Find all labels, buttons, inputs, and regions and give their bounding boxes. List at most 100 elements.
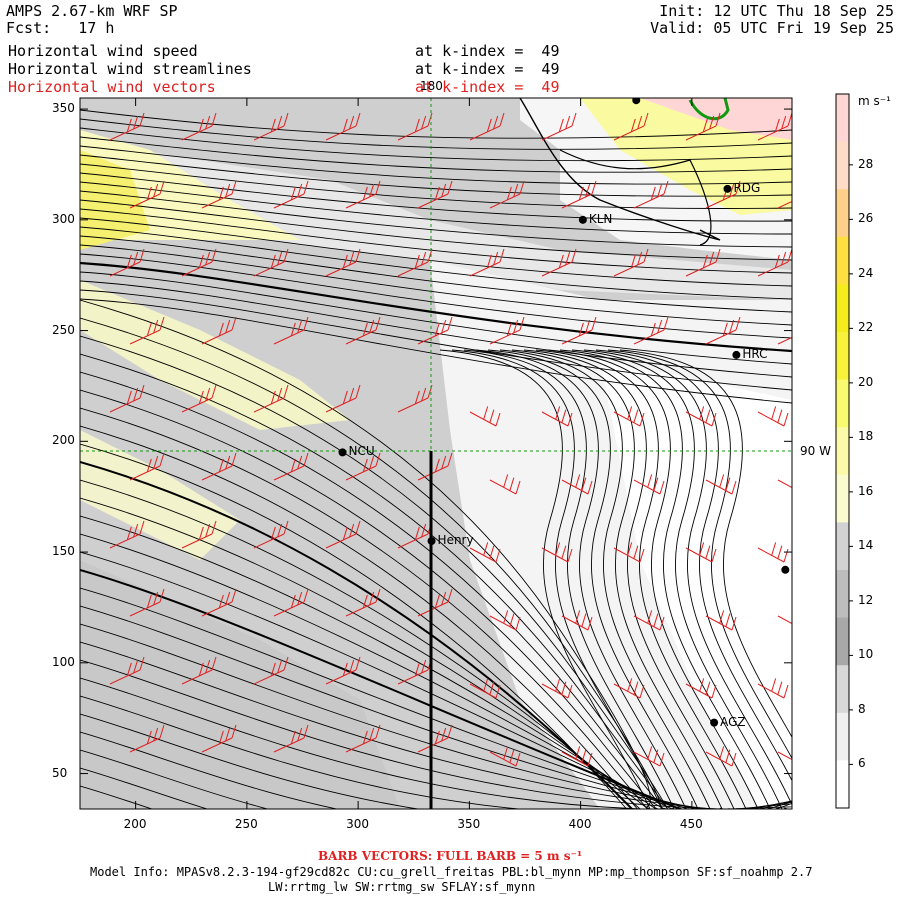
colorbar-label: 22: [858, 320, 874, 335]
wind-barb: [129, 588, 165, 617]
wind-barb: [633, 316, 669, 345]
wind-barb: [181, 248, 217, 277]
wind-barb: [705, 316, 741, 345]
colorbar-unit: m s⁻¹: [858, 94, 891, 108]
station-dot: [710, 718, 719, 727]
streamline: [80, 136, 792, 173]
wind-speed-shading: [80, 98, 792, 809]
wind-barb: [613, 406, 645, 427]
wind-barb: [705, 610, 737, 631]
wind-barb: [109, 520, 145, 549]
wind-barb: [613, 678, 645, 699]
streamline: [80, 280, 792, 378]
barb-note: BARB VECTORS: FULL BARB = 5 m s⁻¹: [318, 849, 583, 863]
streamline: [80, 407, 699, 809]
model-info-line1: Model Info: MPASv8.2.3-194-gf29cd82c CU:…: [90, 865, 813, 879]
colorbar-swatch: [836, 189, 849, 238]
wind-barb: [633, 180, 669, 209]
station-markers: [338, 98, 790, 727]
wind-barb: [273, 588, 309, 617]
wind-barb: [613, 112, 649, 141]
colorbar-swatch: [836, 522, 849, 571]
wind-barb: [541, 248, 577, 277]
streamline: [547, 349, 759, 809]
wind-barb: [345, 452, 381, 481]
wind-barb: [757, 542, 789, 563]
wind-barb: [489, 610, 521, 631]
streamline: [80, 181, 792, 235]
streamline: [80, 298, 792, 404]
streamline: [80, 299, 651, 809]
streamline: [607, 349, 792, 760]
colorbar-label: 24: [858, 265, 874, 280]
station-dot: [732, 350, 741, 359]
colorbar-swatch: [836, 284, 849, 333]
parallel-label: 90 W: [800, 444, 831, 458]
wind-barb: [561, 610, 593, 631]
wind-barb: [705, 746, 737, 767]
model-title: AMPS 2.67-km WRF SP: [6, 2, 178, 20]
field-level-streamlines: at k-index = 49: [415, 60, 560, 78]
coastline: [559, 149, 712, 246]
y-tick-label: 50: [52, 765, 68, 780]
wind-barb: [685, 112, 721, 141]
streamline: [80, 190, 792, 248]
streamline: [80, 389, 691, 809]
streamline: [80, 208, 792, 274]
station-dot: [632, 98, 641, 105]
wind-barb: [417, 452, 453, 481]
streamline: [80, 244, 792, 326]
colorbar-swatch: [836, 332, 849, 381]
wind-barb: [325, 656, 361, 685]
colorbar-label: 14: [858, 538, 874, 553]
wind-barb: [181, 520, 217, 549]
wind-barb: [325, 384, 361, 413]
field-name-speed: Horizontal wind speed: [8, 42, 198, 60]
wind-barb: [129, 452, 165, 481]
wind-barb: [109, 384, 145, 413]
station-label: Henry: [437, 532, 474, 547]
colorbar: [835, 93, 853, 809]
x-tick-label: 450: [679, 817, 703, 831]
wind-barb: [541, 678, 573, 699]
wind-barb: [397, 248, 433, 277]
wind-barb: [109, 656, 145, 685]
wind-barb: [417, 588, 453, 617]
streamline: [451, 349, 663, 809]
streamline: [439, 349, 651, 809]
streamline: [80, 695, 792, 809]
shade-light-band: [80, 140, 792, 300]
wind-barb: [273, 452, 309, 481]
wind-barb: [561, 316, 597, 345]
wind-barb: [201, 180, 237, 209]
y-tick-label: 300: [52, 211, 75, 226]
model-info-line2: LW:rrtmg_lw SW:rrtmg_sw SFLAY:sf_mynn: [268, 880, 536, 894]
y-tick-label: 250: [52, 322, 75, 337]
streamline: [523, 349, 735, 809]
station-label: NCU: [348, 444, 375, 459]
colorbar-label: 26: [858, 211, 874, 226]
wind-barb: [633, 474, 665, 495]
streamline: [559, 349, 771, 809]
shade-yellow-low: [80, 430, 240, 560]
colorbar-label: 20: [858, 374, 874, 389]
streamline: [595, 349, 792, 782]
wind-barb: [345, 588, 381, 617]
shade-right-calm: [600, 360, 792, 809]
wind-barb: [541, 112, 577, 141]
wind-barb: [201, 316, 237, 345]
colorbar-label: 18: [858, 429, 874, 444]
streamline: [487, 349, 699, 809]
station-dot: [781, 565, 790, 574]
wind-barb: [561, 180, 597, 209]
station-dot: [427, 536, 436, 545]
shade-yellow-mid: [80, 280, 350, 430]
streamline: [80, 163, 792, 209]
streamline: [619, 349, 792, 738]
streamline: [80, 226, 792, 300]
station-label: KLN: [588, 211, 613, 226]
wind-barb: [685, 542, 717, 563]
colorbar-swatch: [836, 665, 849, 714]
streamline: [80, 271, 792, 365]
wind-barb: [201, 452, 237, 481]
